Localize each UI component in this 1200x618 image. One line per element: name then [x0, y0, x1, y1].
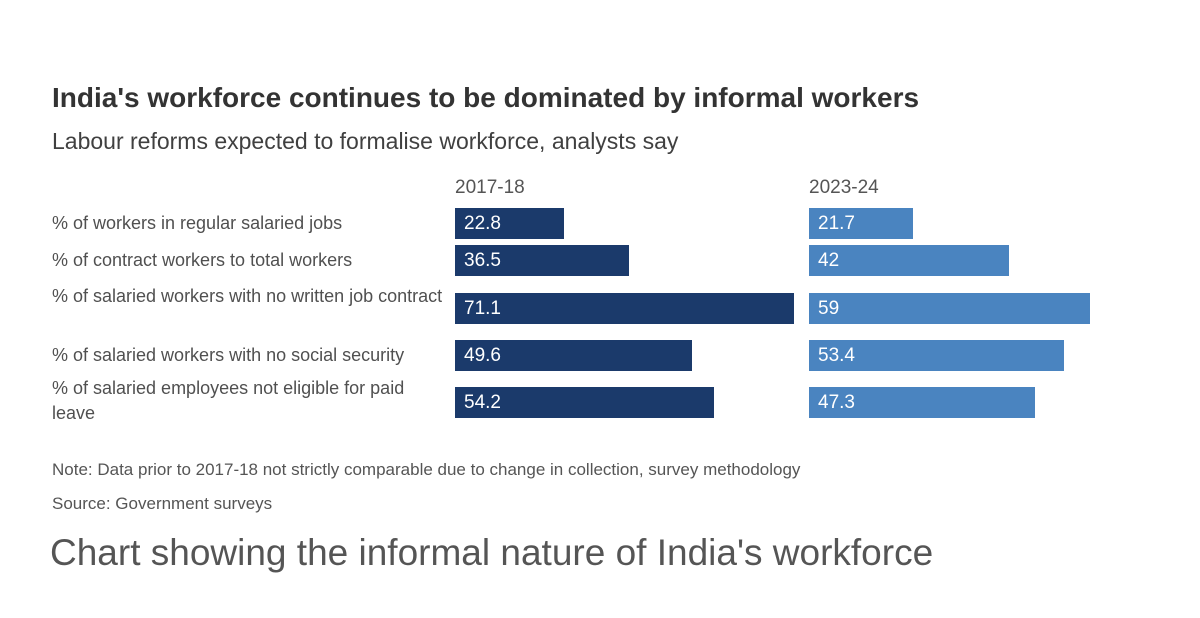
- chart-source: Source: Government surveys: [52, 494, 273, 513]
- bar-2017-18: 36.5: [455, 244, 630, 276]
- bar-2017-18: 49.6: [455, 339, 692, 371]
- bar-2023-24: 42: [809, 244, 1010, 276]
- series-header-2023-24: 2023-24: [809, 177, 879, 198]
- bar-value-label: 22.8: [464, 212, 501, 234]
- bar-2023-24: 47.3: [809, 386, 1035, 418]
- category-label: % of salaried workers with no written jo…: [52, 286, 443, 306]
- category-label: % of salaried employees not eligible for…: [52, 378, 405, 423]
- bar-value-label: 53.4: [818, 344, 855, 366]
- bar-2017-18: 54.2: [455, 386, 714, 418]
- bar-value-label: 47.3: [818, 391, 855, 413]
- bar-value-label: 42: [818, 249, 840, 271]
- bar-2017-18: 22.8: [455, 207, 564, 239]
- series-header-2017-18: 2017-18: [455, 177, 525, 198]
- bar-value-label: 71.1: [464, 297, 501, 319]
- bar-2023-24: 53.4: [809, 339, 1064, 371]
- chart-title: India's workforce continues to be domina…: [52, 82, 920, 113]
- bar-value-label: 59: [818, 297, 840, 319]
- bar-value-label: 54.2: [464, 391, 501, 413]
- category-label: % of workers in regular salaried jobs: [52, 213, 343, 233]
- chart-subtitle: Labour reforms expected to formalise wor…: [52, 128, 679, 154]
- bar-value-label: 49.6: [464, 344, 501, 366]
- category-label: % of contract workers to total workers: [52, 250, 353, 270]
- bar-2017-18: 71.1: [455, 292, 795, 324]
- image-caption: Chart showing the informal nature of Ind…: [50, 532, 934, 573]
- bar-value-label: 21.7: [818, 212, 855, 234]
- chart-note: Note: Data prior to 2017-18 not strictly…: [52, 460, 801, 479]
- bar-value-label: 36.5: [464, 249, 501, 271]
- category-label: % of salaried workers with no social sec…: [52, 345, 405, 365]
- bar-2023-24: 21.7: [809, 207, 913, 239]
- bar-2023-24: 59: [809, 292, 1091, 324]
